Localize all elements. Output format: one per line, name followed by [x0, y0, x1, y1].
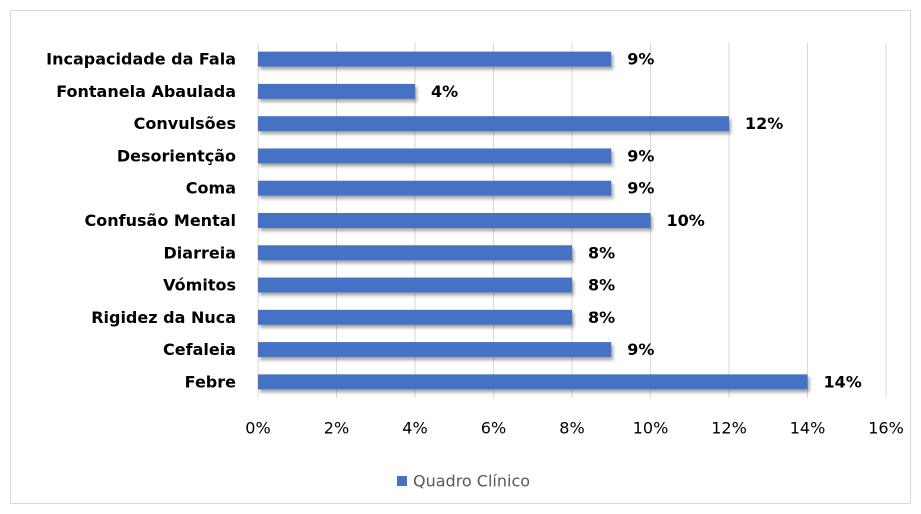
bar	[258, 374, 808, 390]
y-tick-label: Cefaleia	[163, 340, 236, 359]
bar	[258, 148, 612, 164]
y-tick-label: Diarreia	[164, 243, 236, 262]
y-tick-label: Fontanela Abaulada	[56, 82, 236, 101]
x-tick-label: 2%	[324, 419, 349, 438]
x-tick-label: 10%	[633, 419, 669, 438]
legend-label: Quadro Clínico	[413, 472, 530, 491]
y-tick-label: Rigidez da Nuca	[91, 308, 236, 327]
value-label: 9%	[627, 146, 654, 165]
value-label: 12%	[745, 114, 783, 133]
bar	[258, 245, 572, 261]
x-tick-label: 8%	[559, 419, 584, 438]
x-tick-label: 16%	[868, 419, 904, 438]
x-tick-label: 0%	[245, 419, 270, 438]
value-label: 9%	[627, 340, 654, 359]
value-label: 9%	[627, 50, 654, 69]
y-tick-label: Convulsões	[134, 114, 236, 133]
value-label: 9%	[627, 179, 654, 198]
bar	[258, 342, 612, 358]
value-label: 14%	[824, 372, 862, 391]
y-tick-label: Febre	[185, 372, 236, 391]
value-label: 10%	[667, 211, 705, 230]
x-tick-label: 4%	[402, 419, 427, 438]
x-tick-label: 6%	[481, 419, 506, 438]
bar	[258, 180, 612, 196]
y-tick-label: Incapacidade da Fala	[46, 50, 236, 69]
bar	[258, 309, 572, 325]
value-label: 8%	[588, 308, 615, 327]
bar	[258, 83, 415, 99]
value-label: 4%	[431, 82, 458, 101]
x-tick-label: 12%	[711, 419, 747, 438]
bar	[258, 213, 651, 228]
y-tick-label: Vómitos	[163, 276, 236, 295]
bar	[258, 51, 612, 67]
bar	[258, 277, 572, 293]
value-label: 8%	[588, 243, 615, 262]
y-tick-label: Desorientção	[117, 146, 236, 165]
legend-swatch	[397, 476, 407, 486]
bar	[258, 116, 729, 132]
y-tick-label: Coma	[186, 179, 236, 198]
x-tick-label: 14%	[790, 419, 826, 438]
y-tick-label: Confusão Mental	[85, 211, 236, 230]
value-label: 8%	[588, 276, 615, 295]
